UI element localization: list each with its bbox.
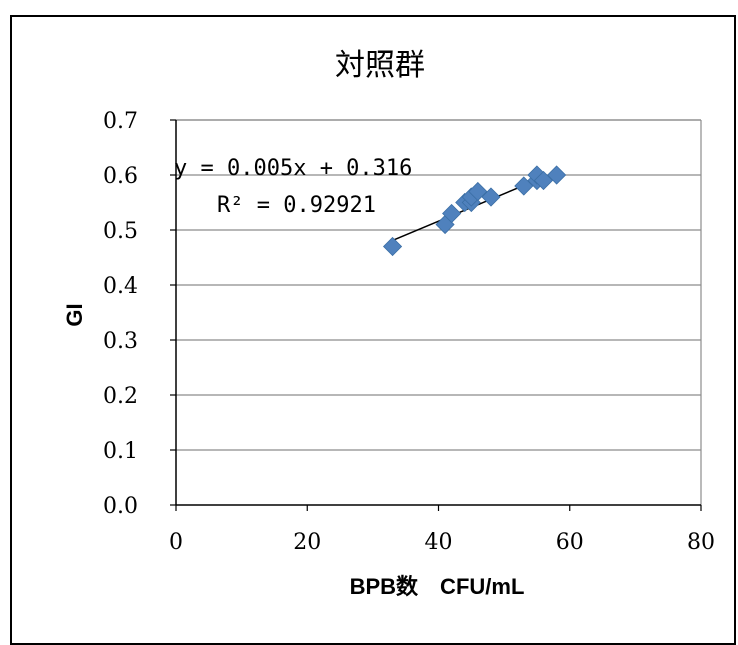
y-tick-label: 0.1 xyxy=(103,439,138,464)
data-point xyxy=(533,170,554,191)
data-point xyxy=(547,165,567,185)
x-tick-label: 80 xyxy=(687,530,715,555)
data-point xyxy=(442,203,462,224)
y-tick-label: 0.4 xyxy=(103,274,138,299)
data-points xyxy=(382,165,567,257)
x-tick-label: 0 xyxy=(169,530,183,555)
data-point xyxy=(481,187,501,207)
x-tick-labels: 0 20 40 60 80 xyxy=(169,530,715,555)
y-axis-label: GI xyxy=(62,303,87,326)
y-tick-label: 0.3 xyxy=(103,329,138,354)
y-tick-label: 0.0 xyxy=(103,494,138,519)
trendline-equation: y = 0.005x + 0.316 xyxy=(174,156,412,181)
y-tick-labels: 0.0 0.1 0.2 0.3 0.4 0.5 0.6 0.7 xyxy=(103,109,138,519)
y-tick-label: 0.5 xyxy=(103,219,138,244)
x-tick-label: 20 xyxy=(293,530,321,555)
axes xyxy=(170,119,702,511)
chart-title: 対照群 xyxy=(335,48,425,83)
gridlines xyxy=(176,119,702,505)
y-tick-label: 0.2 xyxy=(103,384,138,409)
data-point xyxy=(382,236,403,257)
x-tick-label: 40 xyxy=(425,530,453,555)
x-tick-label: 60 xyxy=(556,530,584,555)
y-tick-label: 0.7 xyxy=(103,109,138,134)
data-point xyxy=(468,181,488,202)
r-squared-label: R² = 0.92921 xyxy=(217,193,376,218)
y-tick-label: 0.6 xyxy=(103,164,138,189)
x-axis-label: BPB数 CFU/mL xyxy=(350,574,525,599)
data-point xyxy=(514,176,534,196)
